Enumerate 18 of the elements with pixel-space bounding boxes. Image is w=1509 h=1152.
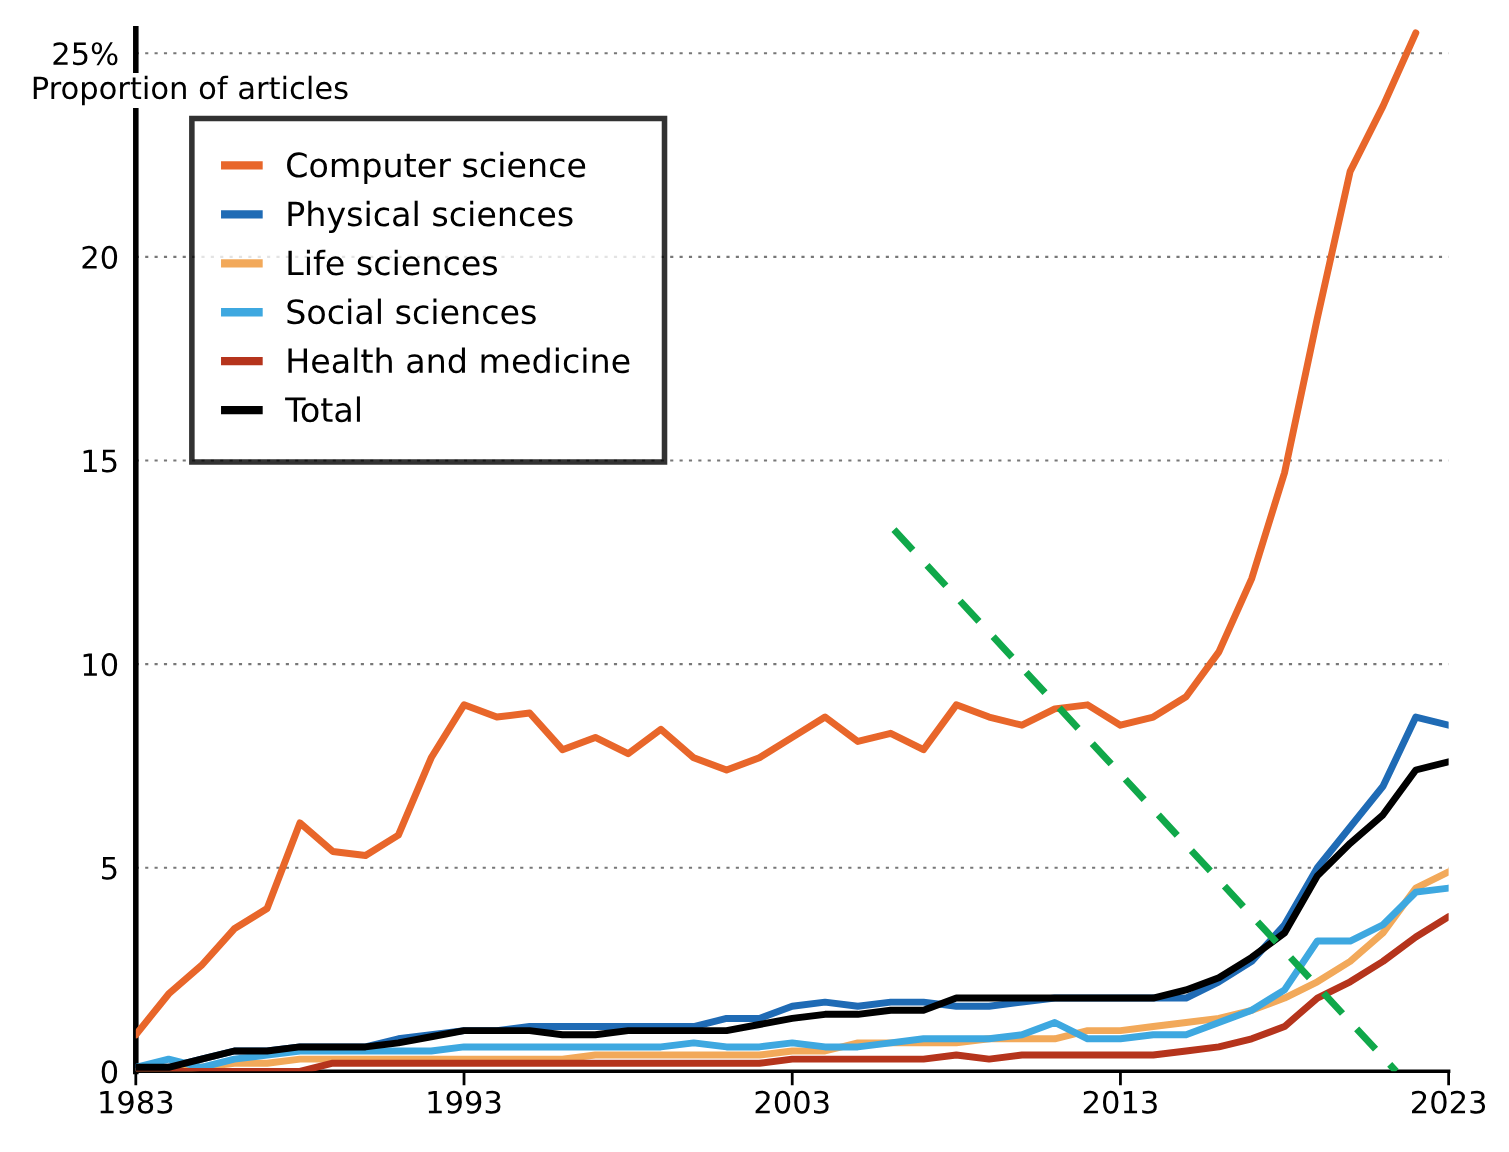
y-tick-label: 15 bbox=[83, 449, 117, 473]
x-tick-label: 1993 bbox=[428, 1090, 501, 1114]
legend-label: Life sciences bbox=[288, 249, 498, 276]
y-tick-label: 0 bbox=[101, 1060, 118, 1084]
y-tick-label: 5 bbox=[102, 857, 117, 880]
legend-label: Computer science bbox=[287, 151, 586, 185]
legend-label: Physical sciences bbox=[288, 200, 573, 233]
legend-label: Health and medicine bbox=[288, 347, 630, 374]
legend-label: Total bbox=[285, 396, 360, 423]
y-tick-label: 20 bbox=[82, 245, 118, 269]
legend-label: Social sciences bbox=[287, 298, 536, 325]
y-tick-label: 10 bbox=[83, 653, 118, 677]
x-tick-label: 2003 bbox=[755, 1090, 829, 1114]
y-tick-label: 25% bbox=[53, 42, 118, 66]
x-tick-label: 2013 bbox=[1083, 1090, 1157, 1114]
x-tick-label: 2023 bbox=[1412, 1090, 1486, 1114]
x-tick-label: 1983 bbox=[100, 1090, 173, 1114]
y-axis-title: Proportion of articles bbox=[33, 75, 348, 106]
